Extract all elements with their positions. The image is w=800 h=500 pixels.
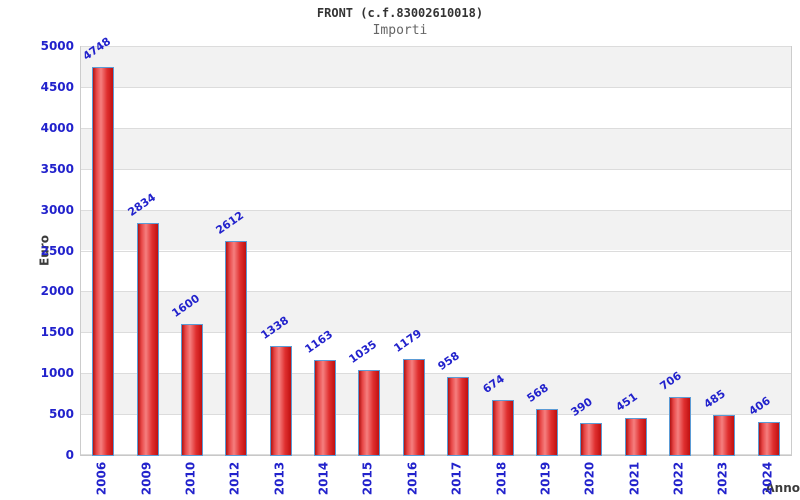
- y-tick-label: 3500: [40, 162, 74, 176]
- x-tick-label: 2006: [94, 461, 109, 496]
- bar-2020: [580, 423, 602, 456]
- bar-2017: [447, 377, 469, 456]
- x-tick-label: 2014: [316, 461, 331, 496]
- y-tick-label: 2500: [40, 244, 74, 258]
- plot-band: [81, 250, 791, 292]
- x-tick-label: 2012: [227, 461, 242, 496]
- y-tick-label: 4000: [40, 121, 74, 135]
- plot-band: [81, 127, 791, 169]
- bar-2022: [669, 397, 691, 456]
- y-tick-label: 500: [48, 407, 74, 421]
- chart-title: FRONT (c.f.83002610018): [316, 6, 484, 20]
- bar-2012: [225, 241, 247, 456]
- x-tick-label: 2013: [272, 461, 287, 496]
- gridline: [81, 251, 791, 252]
- bar-2014: [314, 360, 336, 456]
- y-tick-label: 0: [65, 448, 74, 462]
- bar-2010: [181, 324, 203, 456]
- y-tick-label: 1500: [40, 325, 74, 339]
- x-tick-label: 2010: [183, 461, 198, 496]
- x-tick-label: 2023: [715, 461, 730, 496]
- bar-2024: [758, 422, 780, 456]
- gridline: [81, 332, 791, 333]
- y-tick-label: 5000: [40, 39, 74, 53]
- x-tick-label: 2015: [360, 461, 375, 496]
- plot-band: [81, 168, 791, 210]
- x-tick-label: 2024: [760, 461, 775, 496]
- gridline: [81, 128, 791, 129]
- y-tick-label: 1000: [40, 366, 74, 380]
- x-tick-label: 2020: [582, 461, 597, 496]
- gridline: [81, 291, 791, 292]
- bar-2023: [713, 415, 735, 456]
- x-tick-label: 2016: [405, 461, 420, 496]
- gridline: [81, 46, 791, 47]
- bar-2018: [492, 400, 514, 456]
- x-tick-label: 2017: [449, 461, 464, 496]
- plot-area: [80, 46, 792, 456]
- gridline: [81, 210, 791, 211]
- x-tick-label: 2019: [538, 461, 553, 496]
- x-tick-label: 2009: [139, 461, 154, 496]
- plot-band: [81, 86, 791, 128]
- y-tick-label: 2000: [40, 284, 74, 298]
- bar-2016: [403, 359, 425, 456]
- gridline: [81, 87, 791, 88]
- plot-band: [81, 209, 791, 251]
- x-tick-label: 2022: [671, 461, 686, 496]
- x-tick-label: 2021: [627, 461, 642, 496]
- bar-2015: [358, 370, 380, 456]
- bar-2006: [92, 67, 114, 456]
- plot-band: [81, 46, 791, 87]
- y-tick-label: 4500: [40, 80, 74, 94]
- chart-subtitle: Importi: [372, 23, 428, 38]
- bar-2013: [270, 346, 292, 456]
- y-tick-label: 3000: [40, 203, 74, 217]
- bar-2019: [536, 409, 558, 456]
- gridline: [81, 373, 791, 374]
- gridline: [81, 169, 791, 170]
- gridline: [81, 414, 791, 415]
- x-tick-label: 2018: [494, 461, 509, 496]
- bar-2009: [137, 223, 159, 456]
- gridline: [81, 454, 791, 455]
- x-axis-title: Anno: [765, 481, 800, 495]
- bar-2021: [625, 418, 647, 456]
